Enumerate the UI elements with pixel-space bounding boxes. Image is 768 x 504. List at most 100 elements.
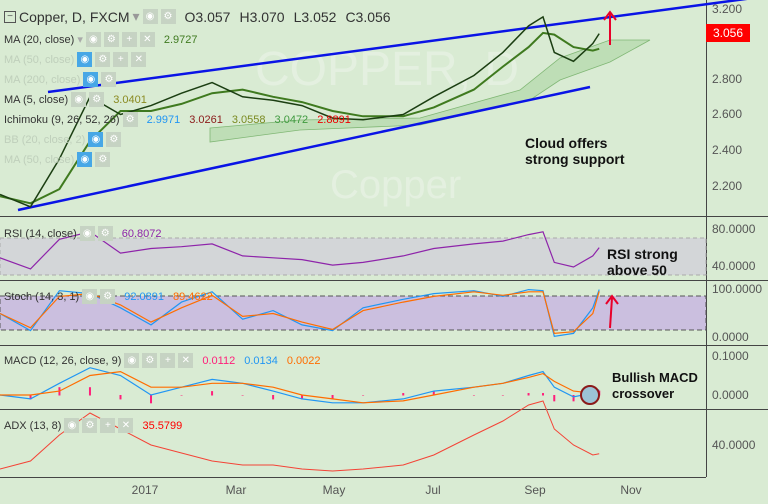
time-tick: Mar: [225, 483, 247, 497]
legend-value: 0.0112: [202, 354, 236, 367]
legend-adx[interactable]: ADX (13, 8) ◉ ⚙ + ✕ 35.5799: [4, 418, 182, 433]
time-tick: Nov: [620, 483, 642, 497]
macd-tick: 0.1000: [712, 349, 749, 363]
plus-icon[interactable]: +: [160, 353, 176, 368]
plus-icon[interactable]: +: [113, 52, 129, 67]
legend-ma20[interactable]: MA (20, close) ▾ ◉ ⚙ + ✕ 2.9727: [4, 32, 198, 47]
gear-icon[interactable]: ⚙: [160, 9, 176, 24]
ohlc-low: L3.052: [293, 8, 337, 25]
eye-icon[interactable]: ◉: [79, 226, 95, 241]
price-tick: 2.600: [712, 107, 743, 121]
legend-stoch[interactable]: Stoch (14, 3, 1) ◉ ⚙ 92.0891 89.4622: [4, 289, 213, 304]
legend-ma50b[interactable]: MA (50, close) ◉ ⚙: [4, 152, 111, 167]
eye-icon[interactable]: ◉: [77, 152, 93, 167]
legend-bb[interactable]: BB (20, close, 2) ◉ ⚙: [4, 132, 122, 147]
close-icon[interactable]: ✕: [118, 418, 134, 433]
gear-icon[interactable]: ⚙: [103, 32, 119, 47]
legend-label: MA (50, close): [4, 153, 75, 166]
close-icon[interactable]: ✕: [139, 32, 155, 47]
plus-icon[interactable]: +: [121, 32, 137, 47]
trendline-upper: [47, 0, 748, 94]
annotation-rsi: RSI strong above 50: [607, 246, 678, 278]
legend-ma5[interactable]: MA (5, close) ◉ ⚙ 3.0401: [4, 92, 147, 107]
gear-icon[interactable]: ⚙: [95, 152, 111, 167]
legend-value: 60.8072: [121, 227, 162, 240]
gear-icon[interactable]: ⚙: [82, 418, 98, 433]
macd-histogram-bar: [29, 395, 32, 400]
legend-value: 35.5799: [142, 419, 183, 432]
symbol-legend[interactable]: − Copper, D, FXCM ▾ ◉ ⚙ O3.057 H3.070 L3.052 C3.…: [4, 8, 391, 25]
eye-icon[interactable]: ◉: [88, 132, 104, 147]
macd-histogram-bar: [432, 391, 435, 396]
legend-label: Ichimoku (9, 26, 52, 26): [4, 113, 120, 126]
legend-label: Stoch (14, 3, 1): [4, 290, 80, 303]
macd-histogram-bar: [211, 391, 214, 396]
legend-label: MA (50, close): [4, 53, 75, 66]
macd-histogram-bar: [119, 395, 122, 400]
legend-value: 2.9971: [146, 113, 181, 126]
legend-macd[interactable]: MACD (12, 26, close, 9) ◉ ⚙ + ✕ 0.0112 0.0134 0…: [4, 353, 321, 368]
gear-icon[interactable]: ⚙: [89, 92, 105, 107]
legend-label: MA (5, close): [4, 93, 69, 106]
gear-icon[interactable]: ⚙: [95, 52, 111, 67]
macd-histogram-bar: [527, 393, 530, 396]
eye-icon[interactable]: ◉: [71, 92, 87, 107]
macd-histogram-bar: [472, 395, 475, 396]
legend-rsi[interactable]: RSI (14, close) ◉ ⚙ 60.8072: [4, 226, 162, 241]
macd-histogram-bar: [88, 387, 91, 396]
legend-value: 3.0472: [274, 113, 309, 126]
eye-icon[interactable]: ◉: [82, 289, 98, 304]
legend-value: 0.0022: [286, 354, 321, 367]
plus-icon[interactable]: +: [100, 418, 116, 433]
time-tick: May: [322, 483, 346, 497]
gear-icon[interactable]: ⚙: [97, 226, 113, 241]
eye-icon[interactable]: ◉: [85, 32, 101, 47]
eye-icon[interactable]: ◉: [142, 9, 158, 24]
legend-ma200[interactable]: MA (200, close) ◉ ⚙: [4, 72, 117, 87]
legend-value: 2.9727: [163, 33, 198, 46]
pane-separators: [0, 0, 768, 478]
signal-line: [0, 370, 600, 404]
legend-label: BB (20, close, 2): [4, 133, 86, 146]
legend-label: MA (200, close): [4, 73, 81, 86]
eye-icon[interactable]: ◉: [64, 418, 80, 433]
gear-icon[interactable]: ⚙: [101, 72, 117, 87]
price-line: [0, 15, 600, 208]
rsi-line: [0, 231, 600, 270]
stoch-tick: 100.0000: [712, 282, 763, 296]
legend-label: RSI (14, close): [4, 227, 77, 240]
price-tick: 2.800: [712, 72, 743, 86]
legend-value: 89.4622: [172, 290, 213, 303]
gear-icon[interactable]: ⚙: [142, 353, 158, 368]
watermark: COPPER, D: [255, 43, 520, 96]
eye-icon[interactable]: ◉: [77, 52, 93, 67]
legend-value: 0.0134: [244, 354, 278, 367]
macd-line: [0, 367, 600, 404]
price-tick: 2.400: [712, 143, 743, 157]
macd-histogram-bar: [362, 395, 365, 396]
eye-icon[interactable]: ◉: [83, 72, 99, 87]
gear-icon[interactable]: ⚙: [122, 112, 138, 127]
legend-ichimoku[interactable]: Ichimoku (9, 26, 52, 26) ⚙ 2.9971 3.0261 3.0…: [4, 112, 351, 127]
macd-histogram-bar: [331, 395, 334, 400]
legend-label: ADX (13, 8): [4, 419, 62, 432]
time-tick: 2017: [131, 483, 159, 497]
rsi-band: [0, 237, 707, 276]
rsi-tick: 40.0000: [712, 259, 756, 273]
time-tick: Sep: [524, 483, 546, 497]
gear-icon[interactable]: ⚙: [106, 132, 122, 147]
macd-histogram-bar: [150, 395, 153, 404]
macd-histogram-bar: [542, 393, 545, 396]
gear-icon[interactable]: ⚙: [100, 289, 116, 304]
ma20-line: [0, 31, 600, 205]
collapse-icon[interactable]: −: [4, 10, 16, 23]
macd-histogram-bar: [501, 395, 504, 396]
watermark-sub: Copper: [330, 163, 462, 207]
close-icon[interactable]: ✕: [131, 52, 147, 67]
close-icon[interactable]: ✕: [178, 353, 194, 368]
macd-tick: 0.0000: [712, 388, 749, 402]
eye-icon[interactable]: ◉: [124, 353, 140, 368]
legend-ma50[interactable]: MA (50, close) ◉ ⚙ + ✕: [4, 52, 147, 67]
adx-tick: 40.0000: [712, 438, 756, 452]
annotation-macd: Bullish MACD crossover: [612, 370, 698, 401]
